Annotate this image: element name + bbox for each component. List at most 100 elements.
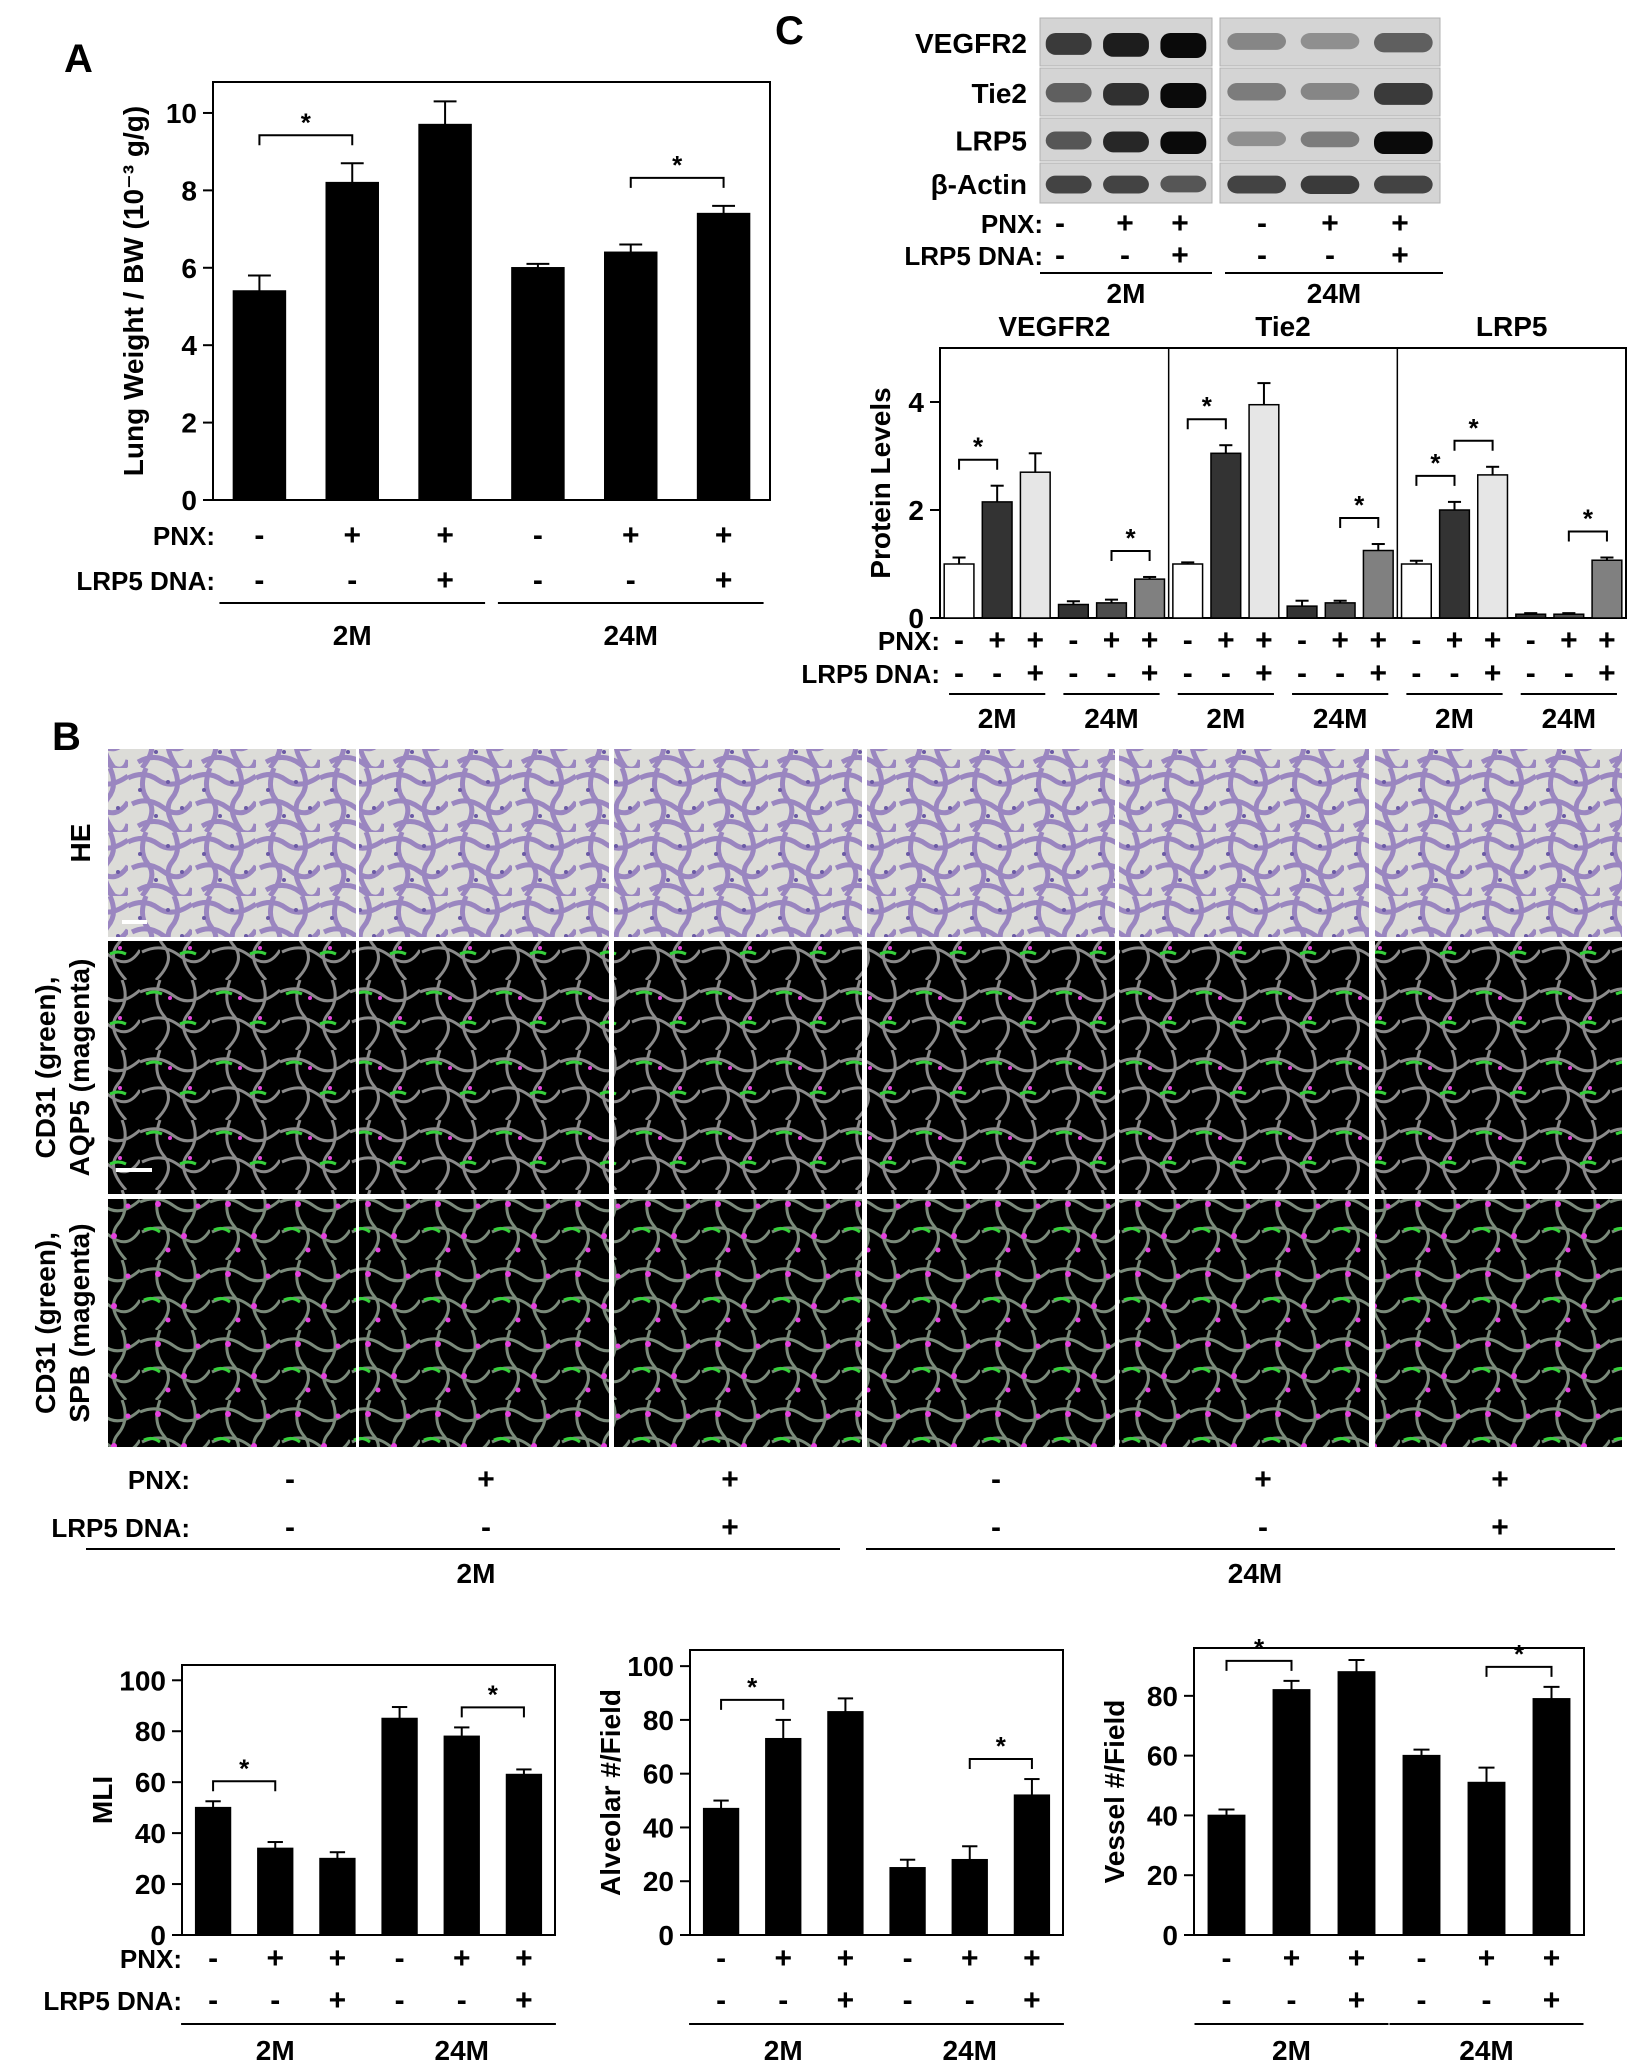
y-axis-label: Lung Weight / BW (10⁻³ g/g) — [118, 106, 149, 476]
bar — [1095, 602, 1128, 619]
significance-bracket — [1339, 517, 1380, 529]
significance-bracket — [1225, 1659, 1293, 1671]
micrograph-condition-sign: - — [1258, 1511, 1268, 1544]
condition-sign: + — [1103, 624, 1121, 657]
condition-sign: - — [270, 1984, 280, 2017]
blot-band — [1227, 33, 1286, 50]
blot-condition-sign: - — [1257, 207, 1267, 240]
micrograph-condition-label: PNX: — [128, 1465, 190, 1495]
condition-sign: - — [903, 1942, 913, 1975]
bar — [1553, 613, 1585, 619]
y-tick-label: 100 — [627, 1651, 674, 1682]
blot-condition-sign: - — [1257, 239, 1267, 272]
group-label: 24M — [435, 2035, 489, 2062]
y-tick-label: 60 — [135, 1767, 166, 1798]
condition-sign: - — [533, 519, 543, 552]
plot-frame — [212, 81, 771, 501]
group-label: 24M — [1313, 703, 1367, 734]
blot-band — [1103, 131, 1149, 153]
y-axis-label: Vessel #/Field — [1099, 1700, 1130, 1884]
micrograph-condition-sign: + — [1254, 1463, 1272, 1496]
blot-condition-sign: - — [1325, 239, 1335, 272]
condition-sign: - — [1107, 657, 1117, 690]
bar — [1400, 563, 1433, 619]
y-tick-label: 40 — [135, 1818, 166, 1849]
condition-sign: - — [457, 1984, 467, 2017]
row-label: PNX: — [120, 1944, 182, 1974]
condition-sign: - — [1526, 624, 1536, 657]
group-label: 24M — [1542, 703, 1596, 734]
group-label: 2M — [1435, 703, 1474, 734]
micrograph-image — [357, 747, 611, 939]
condition-sign: - — [208, 1984, 218, 2017]
micrograph-image — [1373, 1197, 1624, 1449]
bar — [1210, 452, 1242, 619]
group-label: 2M — [333, 620, 372, 651]
condition-sign: + — [1023, 1984, 1041, 2017]
micrograph-condition-sign: - — [285, 1463, 295, 1496]
bar — [1286, 605, 1318, 619]
blot-group-label: 2M — [1107, 278, 1146, 309]
condition-sign: + — [1478, 1942, 1496, 1975]
significance-bracket — [1453, 439, 1494, 451]
bar — [1337, 1671, 1376, 1936]
y-tick-label: 0 — [181, 485, 197, 516]
micrograph-image — [1117, 939, 1371, 1196]
chart-vessel: 0 20 40 60 80 Vessel #/Field * * - + + - + + - - + - - +2M 2… — [1099, 1633, 1585, 2062]
blot-condition-sign: + — [1321, 207, 1339, 240]
group-label: 2M — [256, 2035, 295, 2062]
bar — [1207, 1814, 1246, 1936]
condition-sign: - — [1564, 657, 1574, 690]
group-label: 24M — [1459, 2035, 1513, 2062]
condition-sign: - — [395, 1984, 405, 2017]
condition-sign: - — [347, 564, 357, 597]
bar — [765, 1737, 802, 1936]
blot-band — [1227, 131, 1286, 147]
facet-title: LRP5 — [1476, 311, 1548, 342]
blot-row-label: Tie2 — [971, 78, 1027, 109]
bar — [505, 1773, 543, 1936]
significance-bracket — [958, 458, 999, 470]
plot-frame — [181, 1664, 556, 1936]
bar — [257, 1847, 294, 1936]
blot-condition-sign: + — [1391, 207, 1409, 240]
bar — [1402, 1754, 1441, 1936]
micrograph-row-label: SPB (magenta) — [64, 1223, 95, 1422]
condition-sign: + — [1484, 657, 1502, 690]
bar — [1362, 549, 1394, 619]
significance-star: * — [1254, 1633, 1265, 1663]
y-tick-label: 4 — [908, 387, 924, 418]
micrograph-image — [1373, 747, 1624, 939]
significance-bracket — [460, 1706, 525, 1718]
condition-sign: - — [1221, 657, 1231, 690]
condition-sign: + — [622, 519, 640, 552]
significance-bracket — [1415, 474, 1456, 486]
group-label: 24M — [604, 620, 658, 651]
condition-sign: - — [778, 1984, 788, 2017]
y-tick-label: 8 — [181, 175, 197, 206]
micrograph-row-label: HE — [65, 824, 96, 863]
micrograph-image — [106, 747, 358, 939]
panel-letter-b: B — [52, 715, 81, 759]
condition-sign: + — [1543, 1942, 1561, 1975]
condition-sign: + — [1560, 624, 1578, 657]
condition-sign: + — [1217, 624, 1235, 657]
scale-bar — [122, 920, 147, 924]
blot-band — [1103, 83, 1149, 106]
micrograph-image — [865, 747, 1117, 939]
panel-letter-c: C — [775, 9, 804, 53]
bar — [1133, 578, 1166, 619]
blot-row-label: LRP5 — [955, 126, 1027, 157]
micrograph-image — [865, 939, 1117, 1196]
condition-sign: - — [1411, 657, 1421, 690]
y-tick-label: 60 — [643, 1759, 674, 1790]
y-tick-label: 0 — [908, 603, 924, 634]
condition-sign: + — [1370, 624, 1388, 657]
condition-sign: - — [1526, 657, 1536, 690]
bar — [1172, 563, 1204, 619]
facet-title: VEGFR2 — [998, 311, 1110, 342]
micrograph-condition-sign: - — [481, 1511, 491, 1544]
micrograph-image — [865, 1197, 1117, 1449]
